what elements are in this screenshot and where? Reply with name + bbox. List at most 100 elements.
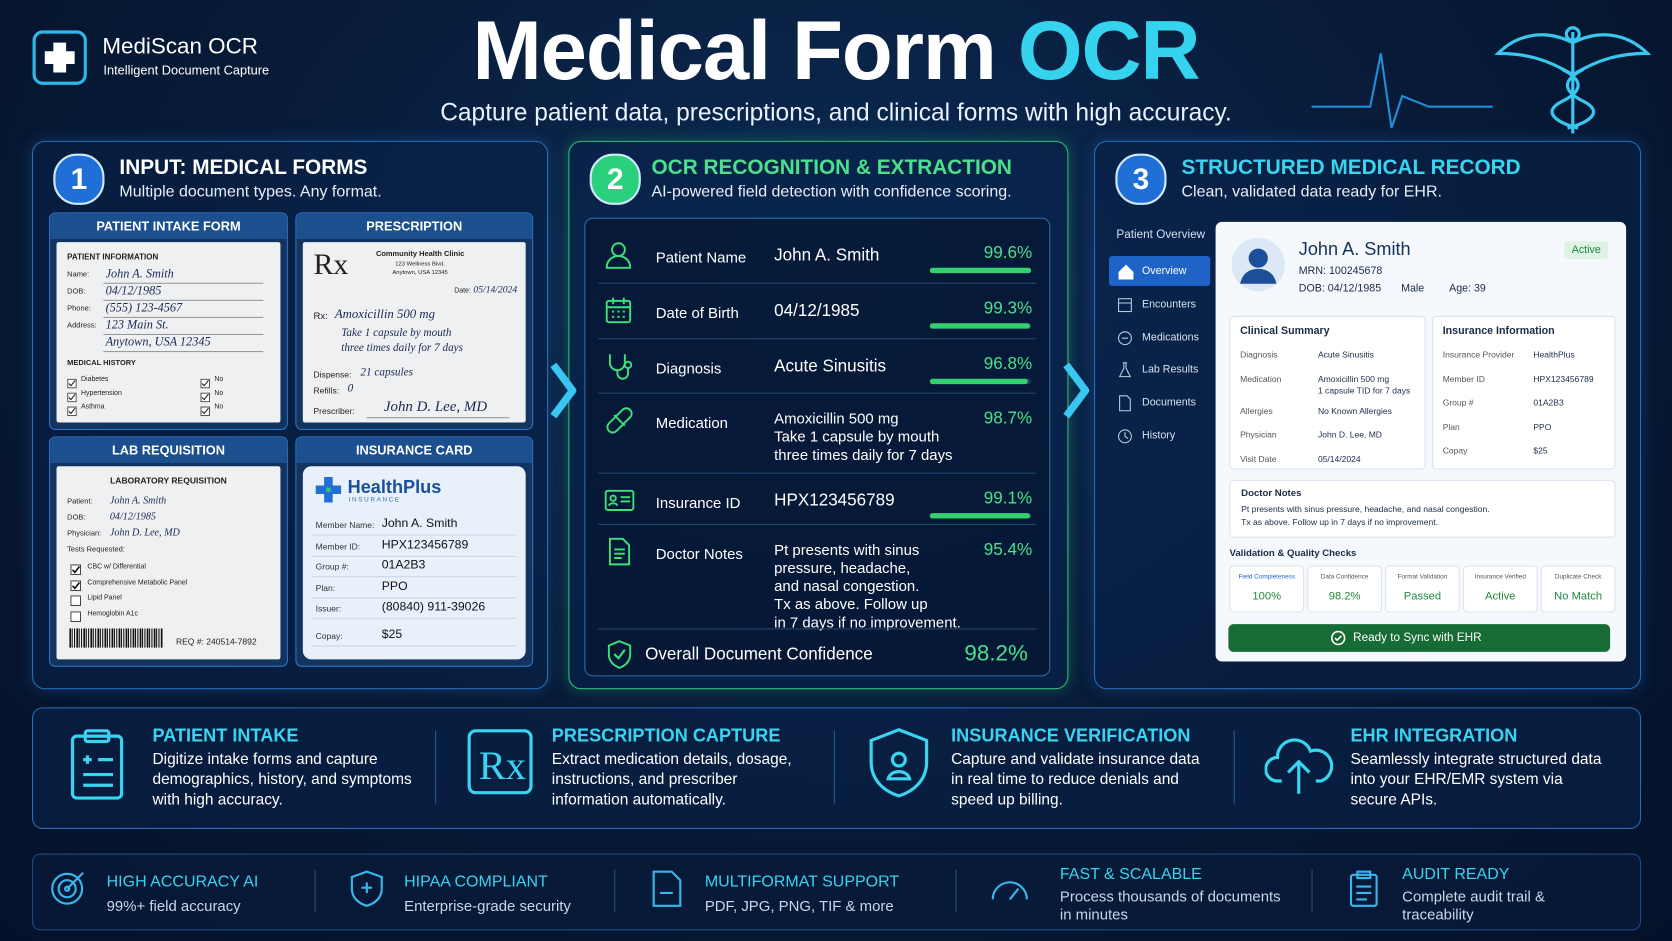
- clinic-address: 123 Wellness Blvd.: [395, 261, 446, 268]
- insurance-brand: HealthPlus: [347, 476, 442, 498]
- field-value: Take 1 capsule by mouth: [774, 427, 940, 445]
- sync-button[interactable]: Ready to Sync with EHR: [1228, 624, 1611, 652]
- icon-part: [652, 870, 682, 907]
- nav-title: Patient Overview: [1116, 228, 1206, 242]
- nav-item: Lab Results: [1142, 364, 1199, 376]
- icon-part: [160, 628, 163, 648]
- form-field-value: Anytown, USA 12345: [105, 336, 211, 349]
- field-label: Doctor Notes: [655, 545, 743, 563]
- card-field-value: 01A2B3: [381, 559, 426, 572]
- icon-part: [604, 489, 635, 511]
- extraction-list: Patient Name John A. Smith 99.6% Date of Bi…: [584, 217, 1051, 677]
- form-card: PRESCRIPTION Rx Community Health Clinic 123…: [295, 212, 534, 430]
- card-field-label: Member Name:: [315, 520, 375, 531]
- field-value: Pt presents with sinus: [774, 540, 920, 558]
- icon-part: [608, 537, 631, 566]
- clinical-value: No Known Allergies: [1317, 405, 1392, 416]
- icon-part: [1008, 888, 1020, 901]
- icon-part: [1118, 330, 1132, 345]
- field-label: Medication: [655, 413, 728, 432]
- panel-subtitle: AI-powered field detection with confiden…: [651, 182, 1012, 201]
- checkbox: [200, 402, 211, 417]
- icon-part: [70, 729, 124, 800]
- icon-part: [200, 392, 211, 403]
- notes-line: Tx as above. Follow up in 7 days if no i…: [1241, 517, 1438, 528]
- icon-part: [68, 393, 76, 401]
- icon-part: [1564, 26, 1581, 43]
- card-field-value: $25: [381, 627, 403, 641]
- card-field-value: PPO: [381, 579, 408, 593]
- icon-part: [95, 628, 97, 648]
- nav-icon: [1116, 262, 1134, 280]
- icon-part: [1334, 635, 1342, 642]
- icon-part: Rx: [467, 729, 533, 795]
- footer-icon: [1346, 870, 1387, 911]
- icon-part: [869, 728, 929, 798]
- form-field-value: John D. Lee, MD: [109, 528, 180, 539]
- footer-text: 99%+ field accuracy: [106, 897, 241, 915]
- check-label: Duplicate Check: [1554, 573, 1602, 581]
- feature-text: Seamlessly integrate structured data: [1350, 751, 1602, 769]
- card-line: [311, 596, 517, 598]
- rx-sig: three times daily for 7 days: [341, 342, 464, 355]
- status-pill: Active: [1564, 241, 1609, 260]
- icon-part: [604, 489, 635, 511]
- rx-date-label: Date:: [454, 286, 471, 295]
- footer-title: HIGH ACCURACY AI: [106, 872, 259, 891]
- check-label: Format Validation: [1397, 573, 1448, 581]
- lab-tests-label: Tests Requested:: [67, 546, 125, 554]
- confidence-bar: [929, 323, 1031, 329]
- flow-arrow: [547, 361, 579, 421]
- rx-refills: 0: [347, 383, 354, 395]
- icon-part: [1118, 330, 1132, 345]
- patient-age: Age: 39: [1449, 282, 1486, 295]
- history-answer: No: [214, 389, 224, 397]
- nav-icon: [1116, 427, 1133, 445]
- field-value: John A. Smith: [774, 246, 880, 265]
- icon-part: [605, 242, 632, 269]
- form-line: [103, 282, 264, 284]
- icon-part: [81, 628, 83, 648]
- icon-part: [70, 610, 82, 622]
- form-field-value: (555) 123-4567: [105, 301, 183, 315]
- icon-part: [63, 885, 71, 892]
- insurance-value: HealthPlus: [1533, 349, 1575, 360]
- footer-text: Complete audit trail &: [1402, 887, 1545, 905]
- clinical-box: Clinical Summary Diagnosis Acute Sinusitis…: [1229, 315, 1426, 470]
- icon-part: [608, 354, 633, 380]
- icon-part: [550, 362, 577, 419]
- shield-check: [607, 639, 633, 669]
- box-title: Doctor Notes: [1241, 487, 1302, 499]
- icon-part: [97, 628, 100, 648]
- icon-part: [71, 581, 81, 590]
- icon-part: [609, 494, 617, 502]
- icon-part: [111, 628, 114, 648]
- icon-part: [614, 548, 625, 559]
- icon-part: [32, 30, 87, 85]
- icon-part: [66, 871, 84, 890]
- icon-part: Rx: [478, 743, 525, 788]
- history-answer: No: [214, 403, 224, 411]
- icon-part: [70, 579, 82, 591]
- insurance-brand-sub: INSURANCE: [348, 497, 401, 504]
- feature-text: Extract medication details, dosage,: [551, 751, 792, 769]
- form-card: LAB REQUISITION LABORATORY REQUISITION Pat…: [49, 436, 288, 667]
- feature-text: into your EHR/EMR system via: [1350, 771, 1563, 789]
- icon-part: [605, 297, 632, 324]
- rx-dispense-label: Dispense:: [313, 370, 352, 380]
- footer-text: PDF, JPG, PNG, TIF & more: [704, 897, 894, 915]
- feature-text: demographics, history, and symptoms: [152, 771, 412, 789]
- icon-part: [350, 870, 383, 907]
- icon-part: [120, 628, 122, 648]
- field-label: Patient Name: [655, 248, 747, 266]
- form-line: [103, 316, 264, 318]
- clinical-label: Allergies: [1240, 405, 1273, 416]
- form-field-label: Physician:: [67, 530, 102, 538]
- footer-text: Enterprise-grade security: [404, 897, 571, 915]
- nav-item: Medications: [1142, 331, 1199, 344]
- icon-part: [201, 407, 209, 415]
- lab-req: REQ #: 240514-7892: [175, 636, 257, 647]
- checkbox: [67, 374, 77, 389]
- clinical-label: Medication: [1240, 373, 1282, 384]
